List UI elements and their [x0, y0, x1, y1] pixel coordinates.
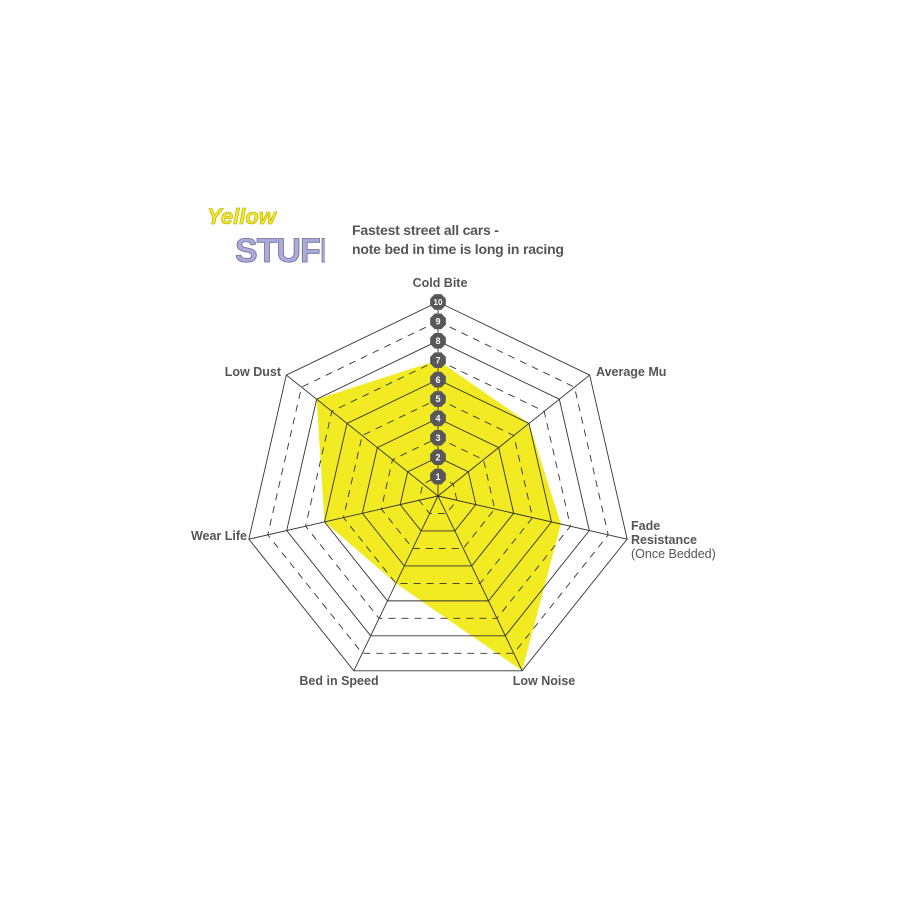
axis-label: Cold Bite	[413, 276, 468, 290]
axis-spoke	[437, 495, 628, 540]
axis-label: Average Mu	[596, 365, 666, 379]
axis-label: Low Noise	[513, 674, 576, 688]
grid-ring-10	[248, 301, 628, 672]
tick-badge	[430, 449, 446, 466]
grid-ring-3	[380, 437, 496, 549]
tick-badge	[430, 468, 446, 485]
tick-label: 6	[435, 375, 440, 385]
axis-sublabel: (Once Bedded)	[631, 547, 716, 561]
grid-ring-2	[399, 456, 477, 532]
tick-badge	[430, 429, 446, 446]
tick-label: 2	[435, 452, 440, 462]
axis-spoke	[286, 374, 439, 497]
axis-label: Wear Life	[191, 529, 247, 543]
tick-label: 1	[435, 472, 440, 482]
tick-badge	[430, 313, 446, 330]
axis-label: Low Dust	[225, 365, 282, 379]
tick-label: 10	[434, 298, 443, 307]
tick-badge	[430, 294, 446, 310]
axis-spoke	[437, 374, 590, 497]
grid-ring-1	[418, 476, 458, 514]
data-area	[316, 360, 561, 671]
axis-label: Resistance	[631, 533, 697, 547]
tick-label: 3	[435, 433, 440, 443]
grid-ring-4	[361, 417, 515, 567]
axis-spoke	[437, 495, 523, 671]
logo-yellow-text: Yellow	[207, 204, 278, 229]
axis-spoke	[353, 495, 439, 671]
tick-badge	[430, 352, 446, 369]
tick-badge	[430, 371, 446, 388]
subtitle-line-1: Fastest street all cars -	[352, 222, 499, 238]
grid-ring-6	[324, 379, 552, 602]
axis-spoke	[248, 495, 439, 540]
axis-label: Bed in Speed	[299, 674, 378, 688]
tick-label: 5	[435, 394, 440, 404]
tick-label: 9	[435, 317, 440, 327]
grid-ring-8	[286, 340, 590, 637]
tick-badge	[430, 410, 446, 427]
tick-label: 8	[435, 336, 440, 346]
tick-label: 4	[435, 414, 440, 424]
subtitle-line-2: note bed in time is long in racing	[352, 241, 564, 257]
axis-label: Fade	[631, 519, 660, 533]
tick-label: 7	[435, 355, 440, 365]
tick-badge	[430, 332, 446, 349]
tick-badge	[430, 391, 446, 407]
